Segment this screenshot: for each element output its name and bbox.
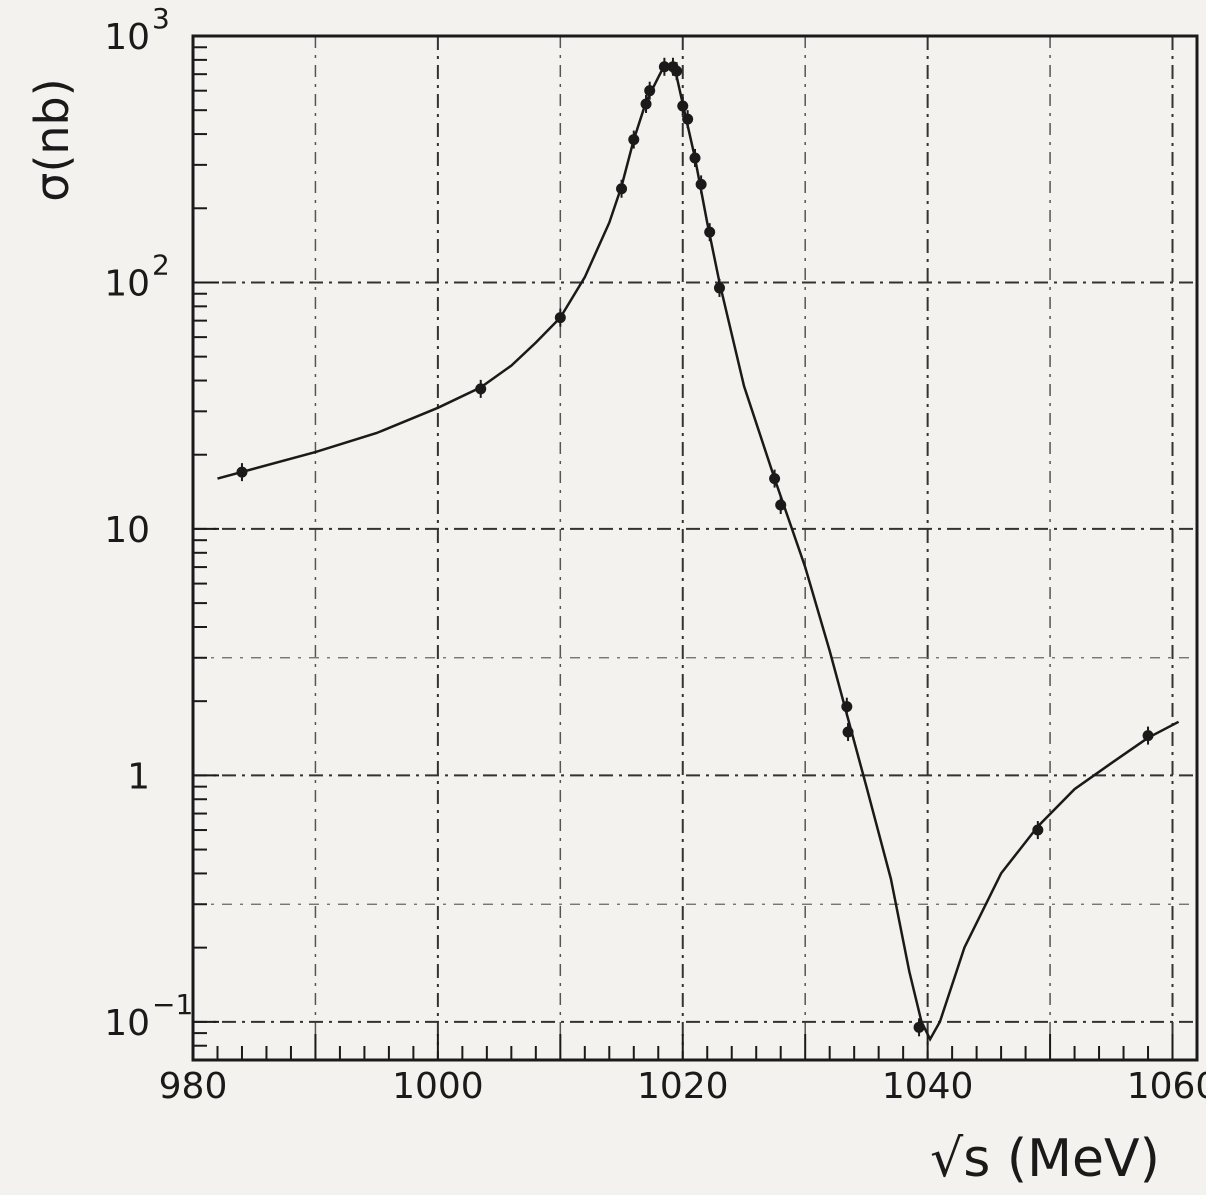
y-tick-exponent: 2 [152,248,170,281]
data-point [704,226,716,238]
data-point [671,65,683,77]
data-point [1142,730,1154,742]
x-tick-label: 1060 [1127,1066,1206,1107]
data-point [236,466,248,478]
x-tick-label: 1020 [637,1066,729,1107]
plot-frame [191,34,1199,1062]
x-tick-label: 1000 [392,1066,484,1107]
data-point [913,1021,925,1033]
data-point [682,113,694,125]
y-tick-label: 10 [104,17,150,58]
y-tick-label: 10 [104,510,150,551]
y-tick-label: 10 [104,1003,150,1044]
data-points [236,57,1154,1037]
y-tick-exponent: 3 [152,2,170,35]
x-tick-label: 1040 [882,1066,974,1107]
y-tick-label: 10 [104,263,150,304]
data-point [1032,824,1044,836]
x-tick-labels: 980 1000 1020 1040 1060 [159,1066,1206,1107]
data-point [842,726,854,738]
data-point [769,473,781,485]
x-tick-label: 980 [159,1066,228,1107]
data-point [677,100,689,112]
data-point [628,134,640,146]
data-point [616,183,628,195]
data-point [713,282,725,294]
data-point [475,383,487,395]
data-point [775,499,787,511]
data-point [689,152,701,164]
y-tick-label: 1 [127,756,150,797]
grid-lines [193,36,1197,1060]
data-point [695,178,707,190]
y-tick-exponent: −1 [152,988,193,1021]
data-point [658,61,670,73]
data-point [644,85,656,97]
data-point [640,98,652,110]
fit-curve [217,64,1180,1042]
minor-tick-marks [193,46,1174,1061]
y-axis-title: σ(nb) [25,78,79,201]
data-point [841,701,853,713]
data-point [554,312,566,324]
x-axis-title: √s (MeV) [930,1129,1160,1189]
